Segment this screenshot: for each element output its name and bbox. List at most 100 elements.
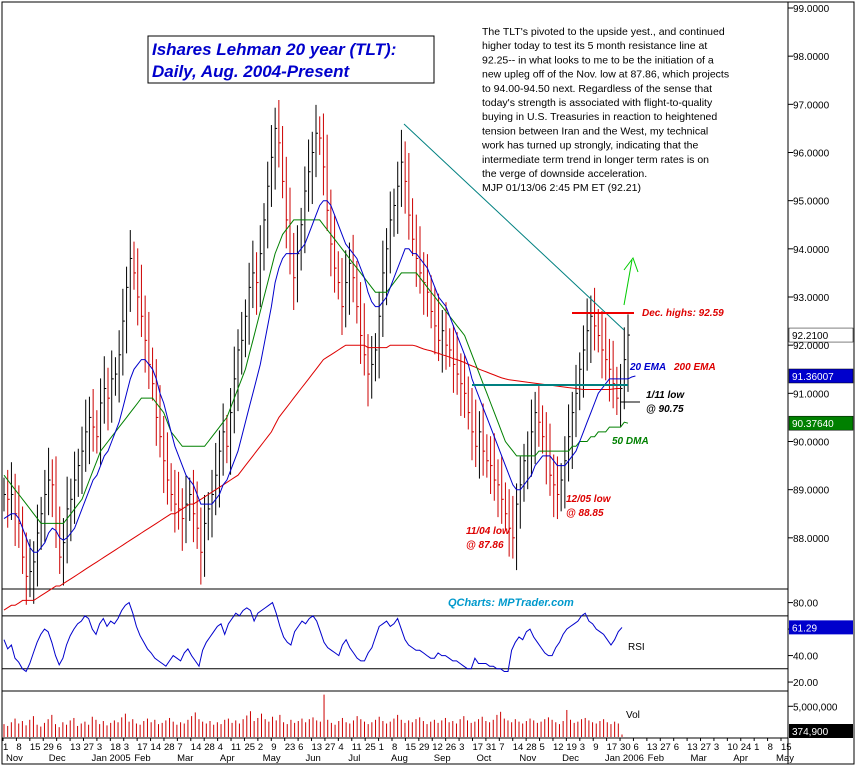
x-date-label: 28: [204, 742, 215, 753]
price-tick-label: 97.0000: [793, 100, 830, 111]
x-month-label: Sep: [434, 753, 451, 764]
price-tick-label: 91.0000: [793, 389, 830, 400]
x-date-label: 13: [647, 742, 658, 753]
price-axis: 88.0000 89.0000 90.0000 91.0000 92.0000 93.00…: [788, 4, 830, 545]
watermark: QCharts: MPTrader.com: [448, 597, 574, 609]
x-axis: 1 8 15 29 6 13 27 3 18 3 17 14 28 7 14 28 4 11 25 2 9 23 6 13 27…: [2, 738, 794, 764]
ema20-label: 20 EMA: [629, 362, 666, 373]
x-month-label: May: [776, 753, 794, 764]
x-month-label: Oct: [477, 753, 492, 764]
rsi-tick-label: 80.00: [793, 599, 818, 610]
indicator-lines: [3, 200, 636, 611]
x-month-label: Dec: [49, 753, 66, 764]
price-tag-label: 91.36007: [792, 372, 834, 383]
price-tick-label: 90.0000: [793, 438, 830, 449]
x-date-label: 15: [781, 742, 792, 753]
volume-label: Vol: [626, 710, 640, 721]
x-date-label: 3: [97, 742, 102, 753]
price-tick-label: 93.0000: [793, 293, 830, 304]
x-month-label: Mar: [177, 753, 193, 764]
rsi-last-tag: [789, 620, 853, 635]
price-tags: 92.2100 91.36007 90.37640: [788, 327, 854, 431]
x-date-label: 15: [405, 742, 416, 753]
x-date-label: 10: [727, 742, 738, 753]
x-month-label: Apr: [220, 753, 235, 764]
rsi-last-label: 61.29: [792, 623, 817, 634]
price-tag: [788, 327, 854, 343]
ema200-line: [3, 344, 621, 611]
x-date-label: 12: [432, 742, 443, 753]
commentary-line: buying in U.S. Treasuries in reaction to…: [482, 111, 717, 123]
x-date-label: 3: [714, 742, 719, 753]
volume-panel: 5,000,000 374,900: [3, 694, 853, 738]
x-date-label: 11: [352, 742, 362, 753]
x-month-label: Jul: [348, 753, 360, 764]
sma50-line: [3, 219, 629, 524]
x-date-label: 11: [231, 742, 241, 753]
x-date-label: 9: [271, 742, 276, 753]
x-date-label: 31: [486, 742, 497, 753]
volume-last-label: 374,900: [792, 727, 829, 738]
ema20-line: [3, 200, 636, 553]
title-frame: [147, 35, 435, 84]
x-date-label: 3: [124, 742, 129, 753]
x-date-label: 29: [419, 742, 430, 753]
x-date-label: 15: [30, 742, 41, 753]
chart-title: Ishares Lehman 20 year (TLT):: [152, 40, 396, 59]
price-tick-label: 92.0000: [793, 341, 830, 352]
x-month-label: Dec: [562, 753, 579, 764]
x-date-label: 19: [566, 742, 577, 753]
x-date-label: 12: [553, 742, 564, 753]
title-box: Ishares Lehman 20 year (TLT): Daily, Aug…: [147, 35, 435, 84]
x-date-label: 18: [110, 742, 121, 753]
ema200-label: 200 EMA: [673, 362, 716, 373]
x-month-label: Nov: [519, 753, 536, 764]
nov04-low-label: 11/04 low: [466, 526, 511, 537]
volume-last-tag: [789, 724, 853, 738]
commentary-line: new upleg off of the Nov. low at 87.86, …: [482, 69, 729, 81]
commentary-text: The TLT's pivoted to the upside yest., a…: [481, 26, 729, 194]
x-date-label: 13: [687, 742, 698, 753]
x-date-label: 5: [540, 742, 545, 753]
price-tick-label: 99.0000: [793, 4, 830, 15]
dec-highs-label: Dec. highs: 92.59: [642, 308, 724, 319]
rsi-line: [3, 601, 623, 673]
x-date-label: 14: [513, 742, 524, 753]
x-date-label: 27: [83, 742, 94, 753]
x-date-label: 25: [244, 742, 255, 753]
price-tick-label: 95.0000: [793, 197, 830, 208]
jan11-low-value: @ 90.75: [646, 404, 684, 415]
x-date-label: 4: [218, 742, 223, 753]
x-month-label: Nov: [6, 753, 23, 764]
x-date-label: 17: [472, 742, 483, 753]
commentary-line: higher today to test its 5 month resista…: [482, 40, 707, 52]
x-date-label: 27: [701, 742, 712, 753]
price-tag-label: 90.37640: [792, 419, 834, 430]
x-date-label: 4: [338, 742, 343, 753]
dec05-low-label: 12/05 low: [566, 494, 612, 505]
x-date-label: 27: [325, 742, 336, 753]
commentary-line: today's strength is associated with flig…: [482, 97, 713, 109]
commentary-line: intermediate term trend in longer term r…: [482, 154, 709, 166]
x-date-label: 6: [298, 742, 303, 753]
price-tag: [788, 368, 854, 384]
x-date-label: 23: [285, 742, 296, 753]
x-date-label: 14: [151, 742, 162, 753]
dec05-low-value: @ 88.85: [566, 508, 604, 519]
x-date-label: 28: [526, 742, 537, 753]
jan11-low-label: 1/11 low: [646, 390, 685, 401]
rsi-tick-label: 20.00: [793, 678, 818, 689]
x-date-label: 6: [57, 742, 62, 753]
x-date-label: 1: [754, 742, 759, 753]
commentary-line: 92.25-- in what looks to me to be the in…: [482, 54, 714, 66]
x-date-label: 1: [379, 742, 384, 753]
x-date-label: 6: [633, 742, 638, 753]
x-date-label: 26: [446, 742, 457, 753]
price-tick-label: 88.0000: [793, 534, 830, 545]
x-month-label: Jun: [305, 753, 320, 764]
x-date-label: 7: [177, 742, 182, 753]
x-date-label: 13: [312, 742, 323, 753]
x-date-label: 3: [459, 742, 464, 753]
x-date-label: 17: [137, 742, 148, 753]
